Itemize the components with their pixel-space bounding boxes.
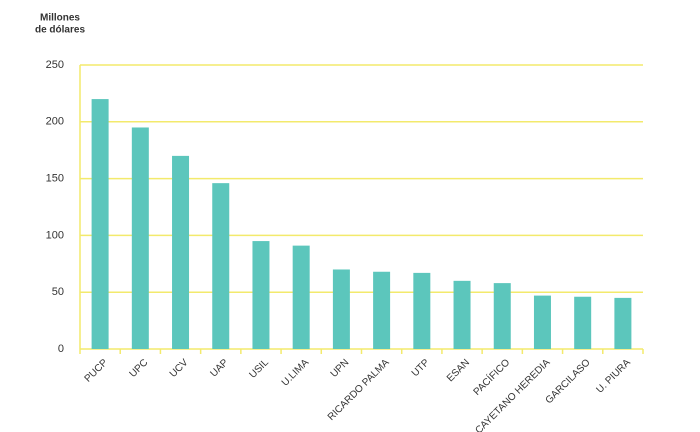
bar xyxy=(493,283,511,349)
bar xyxy=(332,269,350,349)
bar xyxy=(131,127,149,349)
x-tick-label: UCV xyxy=(168,357,191,380)
y-tick-label: 250 xyxy=(46,59,64,71)
y-tick-label: 150 xyxy=(46,173,64,185)
x-tick-label: U. PIURA xyxy=(594,357,633,396)
bar xyxy=(373,271,391,349)
x-tick-label: U.LIMA xyxy=(280,357,312,389)
bar xyxy=(574,296,592,349)
y-axis-label: de dólares xyxy=(35,25,85,36)
x-tick-label: PACÍFICO xyxy=(470,356,512,398)
x-tick-label: UPN xyxy=(329,357,352,380)
x-tick-label: ESAN xyxy=(445,357,472,384)
bar xyxy=(212,183,230,349)
y-tick-label: 200 xyxy=(46,116,64,128)
y-tick-label: 100 xyxy=(46,229,64,241)
bar xyxy=(413,272,431,349)
bar xyxy=(252,241,270,349)
bar xyxy=(533,295,551,349)
y-tick-label: 50 xyxy=(52,286,64,298)
x-tick-label: UPC xyxy=(128,357,151,380)
bar xyxy=(172,155,190,349)
x-tick-label: UAP xyxy=(208,357,231,380)
bar xyxy=(292,245,310,349)
bar xyxy=(453,280,471,349)
x-tick-label: PUCP xyxy=(83,357,111,385)
bar xyxy=(614,297,632,349)
x-tick-label: USIL xyxy=(247,357,271,381)
y-axis-label: Millones xyxy=(40,13,80,24)
x-tick-label: CAYETANO HEREDIA xyxy=(473,357,552,432)
y-tick-label: 0 xyxy=(58,343,64,355)
x-tick-label: UTP xyxy=(410,357,432,379)
bar xyxy=(91,99,109,349)
